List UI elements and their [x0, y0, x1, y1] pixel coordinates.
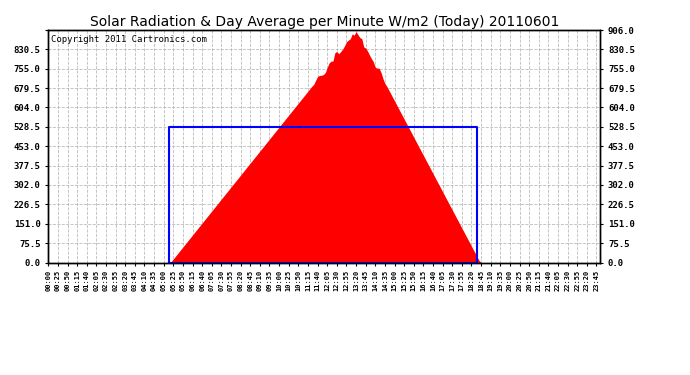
- Text: Copyright 2011 Cartronics.com: Copyright 2011 Cartronics.com: [51, 34, 207, 44]
- Title: Solar Radiation & Day Average per Minute W/m2 (Today) 20110601: Solar Radiation & Day Average per Minute…: [90, 15, 559, 29]
